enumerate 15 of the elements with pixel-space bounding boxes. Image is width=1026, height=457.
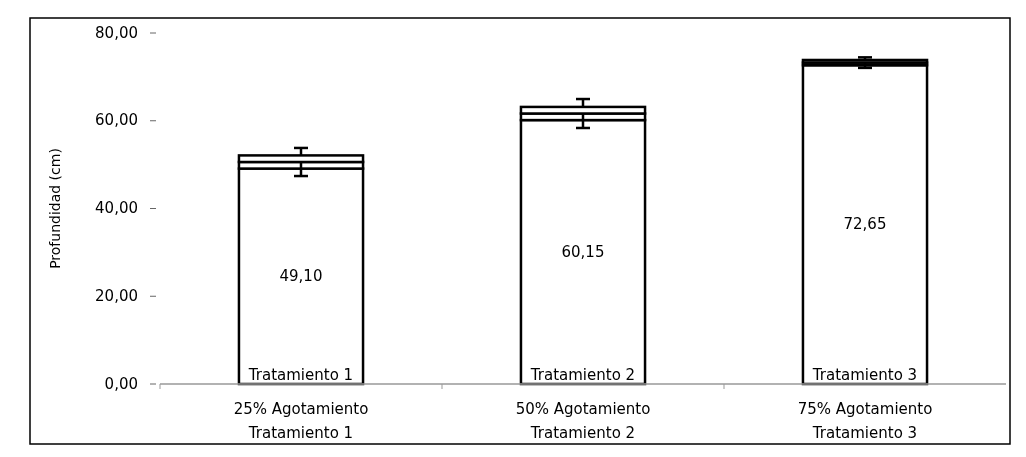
x-tick-label: 50% Agotamiento Tratamiento 2 (515, 400, 651, 442)
y-tick-label: 80,00 (95, 23, 138, 42)
x-tick-label: 25% Agotamiento Tratamiento 1 (233, 400, 369, 442)
y-tick-label: 60,00 (95, 111, 138, 130)
y-axis-title: Profundidad (cm) (47, 148, 63, 269)
y-tick-label: 40,00 (95, 199, 138, 217)
data-label: 60,15 (561, 242, 605, 261)
data-label: 49,10 (279, 266, 323, 285)
x-tick-label: 75% Agotamiento Tratamiento 3 (797, 400, 933, 442)
y-tick-label: 20,00 (95, 286, 138, 305)
y-tick-label: 0,00 (104, 374, 138, 393)
annotation: Tratamiento 2 (529, 366, 636, 384)
annotation: Tratamiento 1 (247, 366, 354, 384)
data-label: 72,65 (843, 215, 887, 234)
annotation: Tratamiento 3 (811, 366, 918, 384)
